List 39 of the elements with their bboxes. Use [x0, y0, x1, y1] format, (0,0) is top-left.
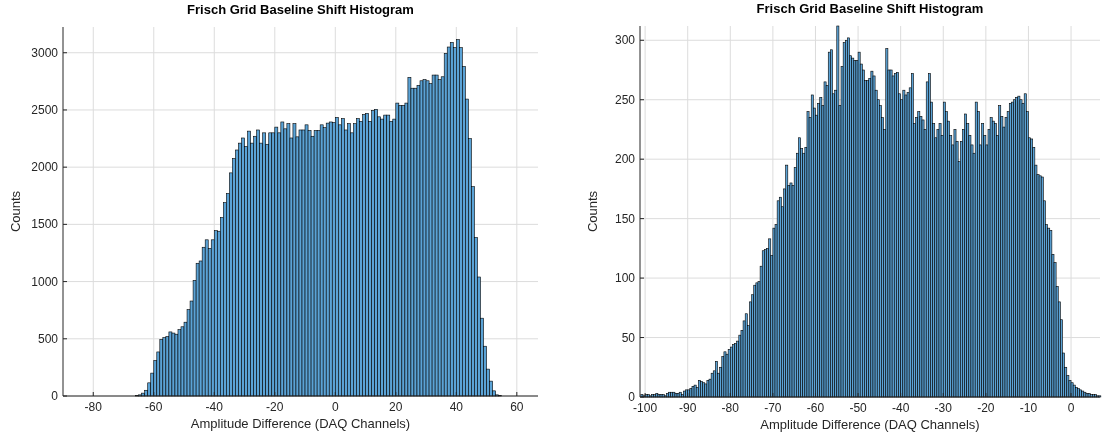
x-tick-label: -60	[806, 401, 825, 415]
x-tick-label: -20	[266, 400, 284, 414]
x-tick-label: 20	[389, 400, 403, 414]
y-tick-label: 250	[614, 92, 636, 107]
x-tick-label: -100	[633, 401, 658, 415]
chart-title: Frisch Grid Baseline Shift Histogram	[187, 2, 414, 17]
y-tick-label: 300	[614, 33, 636, 48]
y-tick-label: 200	[614, 152, 636, 167]
x-axis-title: Amplitude Difference (DAQ Channels)	[190, 416, 411, 431]
x-tick-label: 0	[331, 400, 339, 414]
x-tick-label: -50	[849, 401, 868, 415]
x-tick-label: -70	[764, 401, 782, 415]
x-tick-label: 0	[1067, 401, 1075, 415]
x-tick-label: -90	[679, 401, 697, 415]
y-tick-label: 0	[628, 390, 636, 404]
y-axis-title: Counts	[8, 190, 23, 233]
x-tick-label: -40	[891, 401, 910, 415]
y-axis-title: Counts	[585, 190, 600, 233]
x-tick-label: -30	[934, 401, 953, 415]
x-tick-label: -20	[977, 401, 995, 415]
x-axis-title: Amplitude Difference (DAQ Channels)	[760, 417, 980, 432]
x-tick-label: -80	[721, 401, 740, 415]
y-tick-label: 1500	[31, 217, 59, 232]
x-tick-label: -80	[84, 400, 103, 414]
y-tick-label: 3000	[31, 45, 59, 60]
x-tick-label: -60	[145, 400, 163, 414]
y-tick-label: 2000	[31, 160, 59, 175]
y-tick-label: 2500	[31, 102, 59, 117]
y-tick-label: 0	[51, 389, 59, 403]
y-tick-label: 150	[614, 211, 636, 226]
x-tick-label: -10	[1019, 401, 1038, 415]
y-tick-label: 500	[37, 331, 59, 346]
y-tick-label: 50	[621, 330, 636, 345]
x-tick-label: -40	[205, 400, 224, 414]
x-tick-label: 40	[449, 400, 464, 414]
x-tick-label: 60	[510, 400, 524, 414]
y-tick-label: 1000	[31, 274, 59, 289]
chart-title: Frisch Grid Baseline Shift Histogram	[756, 1, 984, 16]
y-tick-label: 100	[614, 271, 636, 286]
